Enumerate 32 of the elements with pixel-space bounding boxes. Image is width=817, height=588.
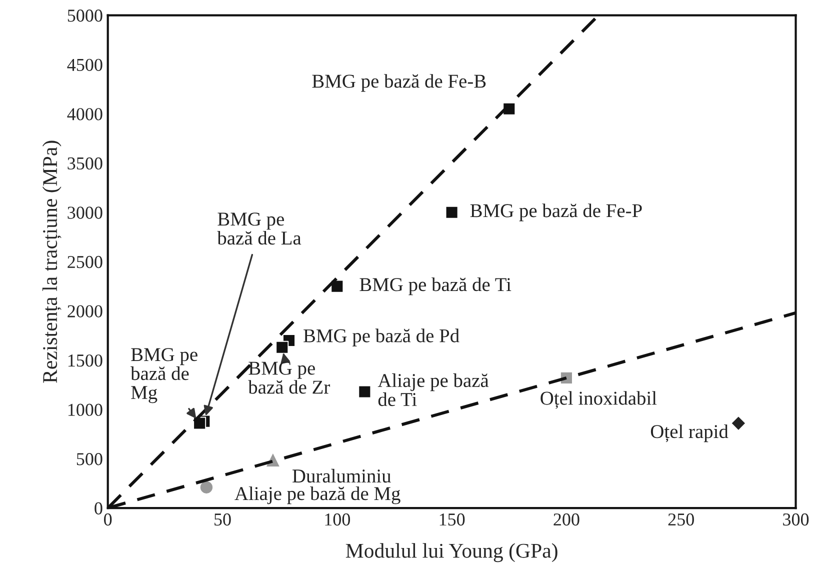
annotation: BMG pe bază de Zr xyxy=(248,362,330,394)
x-tick-label: 200 xyxy=(554,513,580,526)
y-tick-label: 1000 xyxy=(68,404,102,416)
x-tick-label: 250 xyxy=(668,513,694,526)
annotation: Aliaje pe bază de Ti xyxy=(378,373,489,406)
y-tick-label: 500 xyxy=(76,453,102,466)
x-tick-label: 300 xyxy=(783,513,809,526)
y-tick-label: 5000 xyxy=(68,10,102,22)
y-tick-label: 2000 xyxy=(68,305,102,318)
y-tick-label: 2500 xyxy=(68,256,102,268)
y-tick-label: 3500 xyxy=(68,157,102,170)
y-tick-label: 4000 xyxy=(67,108,102,120)
x-axis-title: Modulul lui Young (GPa) xyxy=(346,543,558,562)
annotation: BMG pe bază de Fe-B xyxy=(312,74,486,92)
x-tick-label: 50 xyxy=(214,513,231,526)
annotation: BMG pe bază de Fe-P xyxy=(470,204,642,222)
y-tick-label: 3000 xyxy=(68,206,102,219)
annotation: BMG pe bază de Ti xyxy=(360,277,512,296)
annotation: Duraluminiu xyxy=(292,468,391,483)
annotation: Aliaje pe bază de Mg xyxy=(234,486,400,504)
annotation: BMG pe bază de La xyxy=(217,212,302,245)
y-tick-label: 1500 xyxy=(68,354,102,367)
annotation: Oțel inoxidabil xyxy=(540,391,657,409)
y-axis-title: Rezistența la tracțiune (MPa) xyxy=(42,140,62,383)
annotation: BMG pe bază de Pd xyxy=(304,328,460,346)
annotation: BMG pe bază de Mg xyxy=(130,348,198,404)
annotation: Oțel rapid xyxy=(650,424,728,442)
y-tick-label: 0 xyxy=(94,502,102,514)
x-tick-label: 150 xyxy=(440,513,465,526)
x-tick-label: 100 xyxy=(325,513,350,526)
y-tick-label: 4500 xyxy=(67,58,102,72)
x-tick-label: 0 xyxy=(104,513,112,526)
